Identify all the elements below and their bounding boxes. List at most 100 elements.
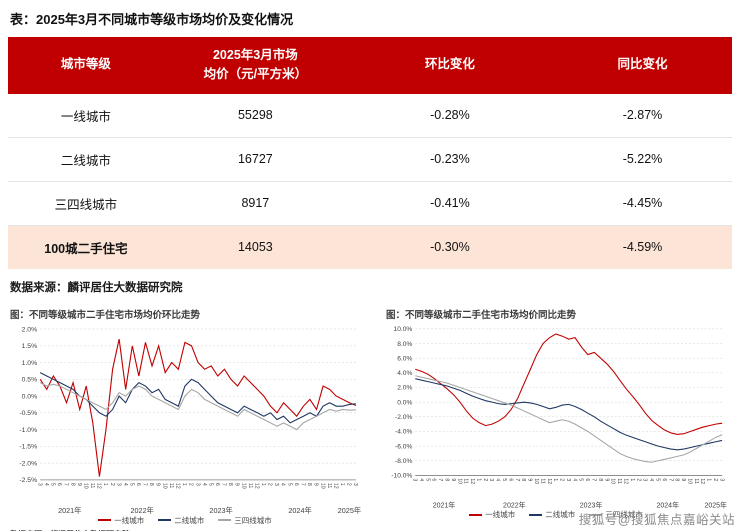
- x-tick-label: 9: [76, 482, 82, 485]
- x-tick-label: 8: [443, 478, 449, 481]
- x-tick-label: 1: [260, 482, 266, 485]
- x-tick-label: 11: [247, 482, 253, 488]
- y-tick-label: -6.0%: [395, 443, 412, 450]
- table-header-row: 城市等级 2025年3月市场 均价（元/平方米） 环比变化 同比变化: [8, 37, 732, 94]
- x-tick-label: 6: [56, 482, 62, 485]
- legend-label: 二线城市: [545, 510, 576, 520]
- yoy-value: -4.45%: [552, 181, 732, 226]
- x-tick-label: 12: [699, 478, 705, 484]
- x-tick-label: 4: [648, 478, 654, 481]
- legend-item: 二线城市: [158, 515, 204, 526]
- legend-line-swatch: [529, 513, 543, 516]
- x-tick-label: 12: [175, 482, 181, 488]
- x-tick-label: 1: [102, 482, 108, 485]
- mom-value: -0.30%: [346, 225, 553, 269]
- x-tick-label: 5: [50, 482, 56, 485]
- x-tick-label: 10: [610, 478, 616, 484]
- table-caption: 表：2025年3月不同城市等级市场均价及变化情况: [10, 12, 294, 27]
- x-tick-label: 2: [482, 478, 488, 481]
- yoy-chart-legend: 一线城市 二线城市 三四线城市: [384, 509, 728, 520]
- x-tick-label: 10: [240, 482, 246, 488]
- x-tick-label: 5: [207, 482, 213, 485]
- series-line: [415, 377, 723, 450]
- x-year-label: 2025年: [338, 506, 361, 515]
- x-tick-label: 2: [635, 478, 641, 481]
- x-tick-label: 4: [418, 478, 424, 481]
- legend-line-swatch: [158, 519, 172, 522]
- legend-label: 一线城市: [485, 510, 516, 520]
- x-tick-label: 2: [188, 482, 194, 485]
- x-tick-label: 4: [495, 478, 501, 481]
- x-year-label: 2022年: [130, 506, 153, 515]
- y-tick-label: 1.5%: [22, 343, 38, 350]
- x-tick-label: 1: [475, 478, 481, 481]
- x-tick-label: 9: [234, 482, 240, 485]
- legend-label: 一线城市: [114, 515, 145, 525]
- x-tick-label: 12: [469, 478, 475, 484]
- y-tick-label: 0.0%: [397, 399, 412, 406]
- x-tick-label: 3: [412, 478, 418, 481]
- x-year-label: 2021年: [433, 500, 456, 509]
- x-tick-label: 3: [352, 482, 358, 485]
- x-tick-label: 3: [115, 482, 121, 485]
- table-row-tier2: 二线城市 16727 -0.23% -5.22%: [8, 137, 732, 182]
- x-year-label: 2022年: [503, 500, 526, 509]
- x-year-label: 2023年: [209, 506, 232, 515]
- tier-label: 二线城市: [8, 137, 164, 182]
- col-header-yoy: 同比变化: [552, 37, 732, 94]
- x-tick-label: 11: [693, 478, 699, 483]
- x-tick-label: 2: [346, 482, 352, 485]
- legend-line-swatch: [218, 519, 232, 522]
- x-tick-label: 5: [578, 478, 584, 481]
- legend-line-swatch: [469, 513, 483, 516]
- x-tick-label: 1: [552, 478, 558, 481]
- y-tick-label: 10.0%: [394, 326, 413, 333]
- tier-label: 三四线城市: [8, 181, 164, 226]
- col-header-tier: 城市等级: [8, 37, 164, 94]
- x-tick-label: 7: [142, 482, 148, 485]
- x-tick-label: 5: [128, 482, 134, 485]
- y-tick-label: -1.5%: [19, 443, 37, 450]
- x-tick-label: 9: [680, 478, 686, 481]
- x-tick-label: 9: [450, 478, 456, 481]
- x-tick-label: 4: [201, 482, 207, 485]
- x-tick-label: 2: [712, 478, 718, 481]
- y-tick-label: -8.0%: [395, 458, 412, 465]
- x-tick-label: 4: [122, 482, 128, 485]
- x-tick-label: 8: [69, 482, 75, 485]
- x-tick-label: 3: [194, 482, 200, 485]
- x-tick-label: 1: [629, 478, 635, 481]
- x-tick-label: 6: [507, 478, 513, 481]
- x-tick-label: 10: [161, 482, 167, 488]
- x-tick-label: 12: [96, 482, 102, 488]
- mom-chart: 2.0% 1.5% 1.0% 0.5% 0.0% -0.5% -1.0% -1.5% -2.0%…: [19, 326, 361, 515]
- x-tick-label: 11: [539, 478, 545, 483]
- legend-item: 三四线城市: [218, 515, 272, 526]
- legend-item: 一线城市: [469, 509, 515, 520]
- x-tick-label: 6: [135, 482, 141, 485]
- x-tick-label: 12: [332, 482, 338, 488]
- yoy-chart-title: 图：不同等级城市二手住宅市场均价同比走势: [386, 309, 577, 321]
- table-row-tier34: 三四线城市 8917 -0.41% -4.45%: [8, 181, 732, 226]
- x-tick-label: 3: [642, 478, 648, 481]
- x-tick-label: 1: [181, 482, 187, 485]
- x-tick-label: 9: [527, 478, 533, 481]
- mom-chart-source: 数据来源：麟评居住大数据研究院: [10, 529, 362, 531]
- y-tick-label: 1.0%: [22, 359, 38, 366]
- tier-label: 100城二手住宅: [8, 225, 164, 269]
- x-tick-label: 1: [339, 482, 345, 485]
- x-year-label: 2025年: [704, 500, 727, 509]
- x-tick-label: 5: [654, 478, 660, 481]
- x-tick-label: 6: [214, 482, 220, 485]
- x-tick-label: 11: [463, 478, 469, 483]
- x-tick-label: 1: [706, 478, 712, 481]
- legend-label: 三四线城市: [234, 515, 272, 525]
- yoy-chart-panel: 图：不同等级城市二手住宅市场均价同比走势 10.0% 8.0% 6.0% 4.0% 2.…: [384, 307, 728, 531]
- x-tick-label: 10: [319, 482, 325, 488]
- x-tick-label: 10: [686, 478, 692, 484]
- legend-label: 二线城市: [174, 515, 205, 525]
- x-tick-label: 7: [300, 482, 306, 485]
- x-tick-label: 3: [36, 482, 42, 485]
- price-value: 8917: [163, 181, 347, 226]
